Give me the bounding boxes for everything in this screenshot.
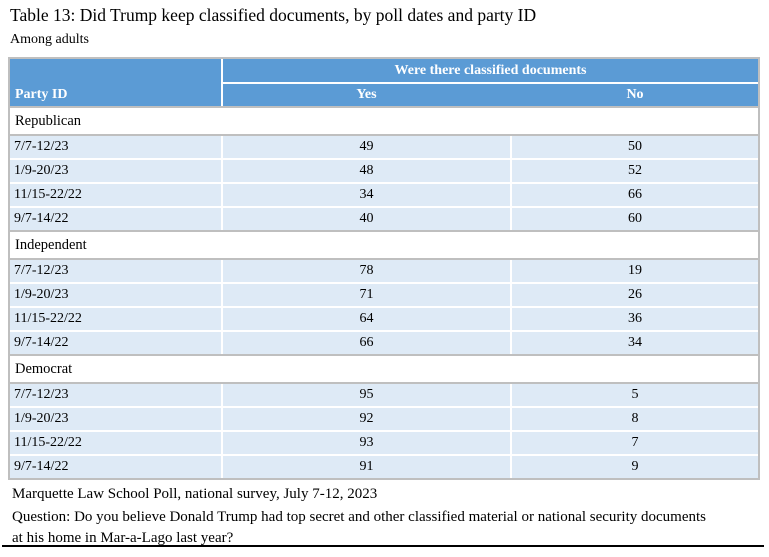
yes-cell: 66 [223, 332, 510, 354]
no-cell: 26 [512, 284, 758, 306]
cell-divider [221, 284, 223, 306]
bottom-rule [2, 545, 764, 547]
yes-cell: 40 [223, 208, 510, 230]
table-row: 9/7-14/22 91 9 [10, 456, 758, 478]
table-row: 9/7-14/22 40 60 [10, 208, 758, 230]
yes-cell: 71 [223, 284, 510, 306]
cell-divider [221, 184, 223, 206]
table-title: Table 13: Did Trump keep classified docu… [10, 5, 537, 25]
table-row: 7/7-12/23 49 50 [10, 136, 758, 158]
cell-divider [221, 208, 223, 230]
no-cell: 19 [512, 260, 758, 282]
cell-divider [510, 432, 512, 454]
header-no: No [512, 84, 758, 106]
date-cell: 1/9-20/23 [10, 284, 221, 306]
date-cell: 11/15-22/22 [10, 432, 221, 454]
table-row: 11/15-22/22 64 36 [10, 308, 758, 330]
date-cell: 7/7-12/23 [10, 260, 221, 282]
no-cell: 66 [512, 184, 758, 206]
header-divider [223, 82, 758, 84]
cell-divider [221, 332, 223, 354]
cell-divider [510, 284, 512, 306]
cell-divider [221, 136, 223, 158]
table-subtitle: Among adults [10, 32, 89, 47]
cell-divider [221, 384, 223, 406]
cell-divider [510, 208, 512, 230]
cell-divider [510, 184, 512, 206]
table-header: Party ID Were there classified documents… [10, 59, 758, 106]
date-cell: 11/15-22/22 [10, 184, 221, 206]
section-row-democrat: Democrat [10, 354, 758, 384]
table-row: 1/9-20/23 92 8 [10, 408, 758, 430]
yes-cell: 48 [223, 160, 510, 182]
yes-cell: 95 [223, 384, 510, 406]
yes-cell: 78 [223, 260, 510, 282]
cell-divider [510, 308, 512, 330]
date-cell: 11/15-22/22 [10, 308, 221, 330]
table-row: 1/9-20/23 48 52 [10, 160, 758, 182]
no-cell: 36 [512, 308, 758, 330]
no-cell: 8 [512, 408, 758, 430]
header-divider [221, 59, 223, 106]
section-row-republican: Republican [10, 106, 758, 136]
source-note: Marquette Law School Poll, national surv… [12, 486, 378, 502]
cell-divider [510, 260, 512, 282]
yes-cell: 64 [223, 308, 510, 330]
no-cell: 34 [512, 332, 758, 354]
no-cell: 9 [512, 456, 758, 478]
cell-divider [221, 160, 223, 182]
cell-divider [221, 408, 223, 430]
cell-divider [510, 408, 512, 430]
yes-cell: 92 [223, 408, 510, 430]
no-cell: 5 [512, 384, 758, 406]
yes-cell: 93 [223, 432, 510, 454]
no-cell: 7 [512, 432, 758, 454]
date-cell: 1/9-20/23 [10, 160, 221, 182]
question-note: Question: Do you believe Donald Trump ha… [12, 509, 706, 546]
header-group-label: Were there classified documents [223, 59, 758, 82]
cell-divider [510, 456, 512, 478]
table-row: 11/15-22/22 34 66 [10, 184, 758, 206]
poll-table: Party ID Were there classified documents… [8, 57, 760, 549]
cell-divider [510, 160, 512, 182]
section-row-independent: Independent [10, 230, 758, 260]
no-cell: 52 [512, 160, 758, 182]
cell-divider [510, 332, 512, 354]
table-row: 9/7-14/22 66 34 [10, 332, 758, 354]
cell-divider [221, 432, 223, 454]
cell-divider [510, 136, 512, 158]
header-yes: Yes [223, 84, 510, 106]
header-party-id: Party ID [10, 59, 221, 106]
table-row: 1/9-20/23 71 26 [10, 284, 758, 306]
date-cell: 7/7-12/23 [10, 136, 221, 158]
date-cell: 7/7-12/23 [10, 384, 221, 406]
cell-divider [221, 456, 223, 478]
table-row: 11/15-22/22 93 7 [10, 432, 758, 454]
table-row: 7/7-12/23 95 5 [10, 384, 758, 406]
table-body: Party ID Were there classified documents… [8, 57, 760, 480]
header-divider [510, 84, 512, 106]
table-row: 7/7-12/23 78 19 [10, 260, 758, 282]
yes-cell: 91 [223, 456, 510, 478]
cell-divider [221, 308, 223, 330]
date-cell: 9/7-14/22 [10, 332, 221, 354]
cell-divider [510, 384, 512, 406]
no-cell: 50 [512, 136, 758, 158]
date-cell: 9/7-14/22 [10, 208, 221, 230]
yes-cell: 49 [223, 136, 510, 158]
date-cell: 9/7-14/22 [10, 456, 221, 478]
date-cell: 1/9-20/23 [10, 408, 221, 430]
cell-divider [221, 260, 223, 282]
no-cell: 60 [512, 208, 758, 230]
yes-cell: 34 [223, 184, 510, 206]
